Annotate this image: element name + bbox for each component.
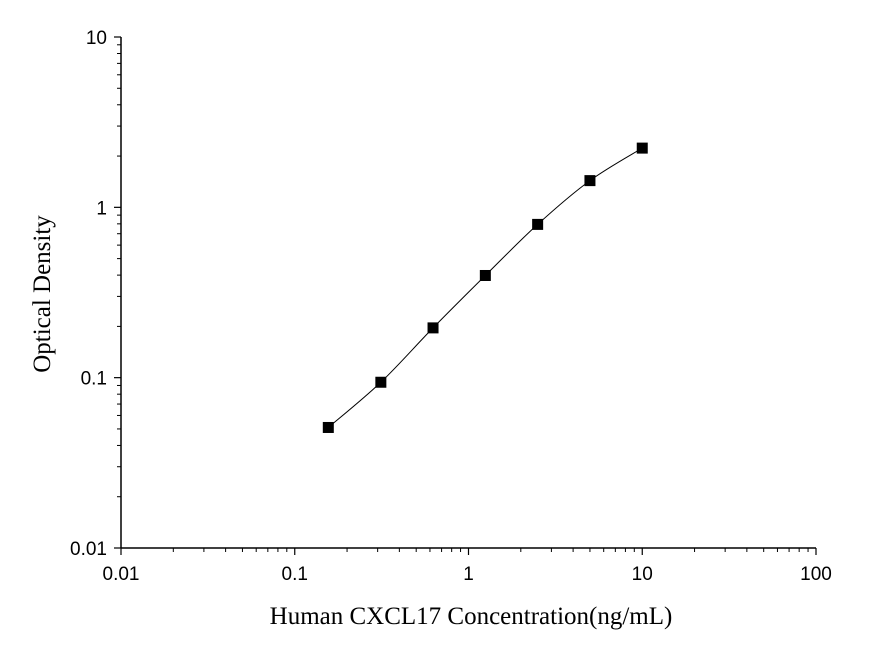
- y-tick-label: 10: [86, 28, 107, 49]
- y-tick-label: 0.1: [81, 369, 107, 390]
- x-axis-title: Human CXCL17 Concentration(ng/mL): [270, 603, 673, 630]
- axes: [114, 36, 817, 555]
- y-axis-title: Optical Density: [29, 215, 56, 373]
- x-tick-label: 100: [800, 564, 832, 585]
- y-tick-label: 0.01: [70, 539, 107, 560]
- data-point: [322, 421, 334, 433]
- x-tick-label: 0.1: [282, 564, 308, 585]
- x-tick-label: 0.01: [103, 564, 140, 585]
- data-point: [532, 218, 544, 230]
- x-tick-label: 1: [463, 564, 474, 585]
- data-points: [322, 142, 648, 433]
- data-point: [375, 376, 387, 388]
- data-point: [479, 269, 491, 281]
- data-point: [584, 175, 596, 187]
- data-point: [427, 322, 439, 334]
- x-tick-label: 10: [632, 564, 653, 585]
- data-point: [636, 142, 648, 154]
- tick-labels: 0.01 0.1 1 10 100 0.01 0.1 1 10: [70, 28, 832, 585]
- y-tick-label: 1: [96, 198, 107, 219]
